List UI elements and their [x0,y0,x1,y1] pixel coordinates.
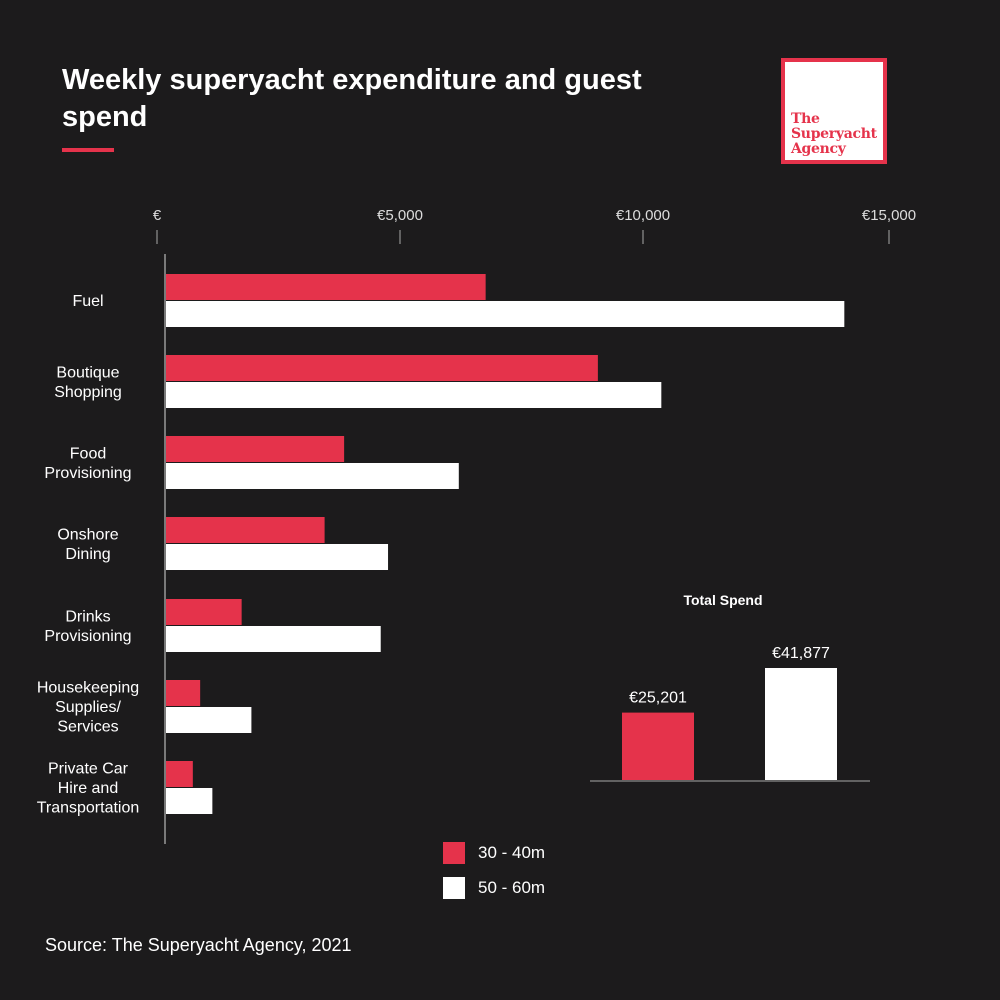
category-label: Fuel [72,293,103,310]
category-label: Services [57,719,118,736]
chart-title: Weekly superyacht expenditure and guest … [62,64,642,133]
bar-50-60m-drinks-provisioning [166,626,381,652]
category-label: Drinks [65,608,110,625]
total-spend-title: Total Spend [683,592,762,608]
category-label: Transportation [37,800,140,817]
x-tick-label: € [153,207,162,224]
bar-30-40m-boutique-shopping [166,355,598,381]
bar-30-40m-food-provisioning [166,436,345,462]
title-accent-rule [62,148,114,152]
bar-50-60m-onshore-dining [166,544,389,570]
bar-50-60m-housekeeping-supplies-services [166,707,252,733]
x-tick-label: €10,000 [616,207,670,224]
bar-30-40m-onshore-dining [166,517,325,543]
total-data-label: €25,201 [629,690,687,707]
category-label: Provisioning [44,465,131,482]
category-label: Provisioning [44,628,131,645]
category-label: Onshore [57,526,118,543]
agency-logo-text: The Superyacht Agency [791,111,877,157]
bar-30-40m-fuel [166,274,486,300]
legend-label-50-60m: 50 - 60m [478,878,546,897]
agency-logo: The Superyacht Agency [781,58,887,164]
bar-30-40m-housekeeping-supplies-services [166,680,201,706]
legend-swatch-30-40m [443,842,465,864]
category-label: Boutique [56,364,119,381]
bar-50-60m-food-provisioning [166,463,459,489]
category-label: Supplies/ [55,699,121,716]
bar-50-60m-fuel [166,301,845,327]
category-label: Dining [65,546,110,563]
bar-30-40m-private-car-hire-and-transportation [166,761,193,787]
bar-50-60m-boutique-shopping [166,382,662,408]
category-label: Shopping [54,384,122,401]
x-tick-label: €15,000 [862,207,916,224]
bar-50-60m-private-car-hire-and-transportation [166,788,213,814]
bar-30-40m-drinks-provisioning [166,599,242,625]
category-label: Housekeeping [37,680,139,697]
total-bar-50-60m [765,668,837,780]
total-data-label: €41,877 [772,645,830,662]
category-label: Hire and [58,780,118,797]
legend-label-30-40m: 30 - 40m [478,843,546,862]
category-label: Food [70,445,106,462]
legend-swatch-50-60m [443,877,465,899]
total-bar-30-40m [622,712,694,780]
x-tick-label: €5,000 [377,207,423,224]
category-label: Private Car [48,761,129,778]
source-note: Source: The Superyacht Agency, 2021 [45,935,352,955]
